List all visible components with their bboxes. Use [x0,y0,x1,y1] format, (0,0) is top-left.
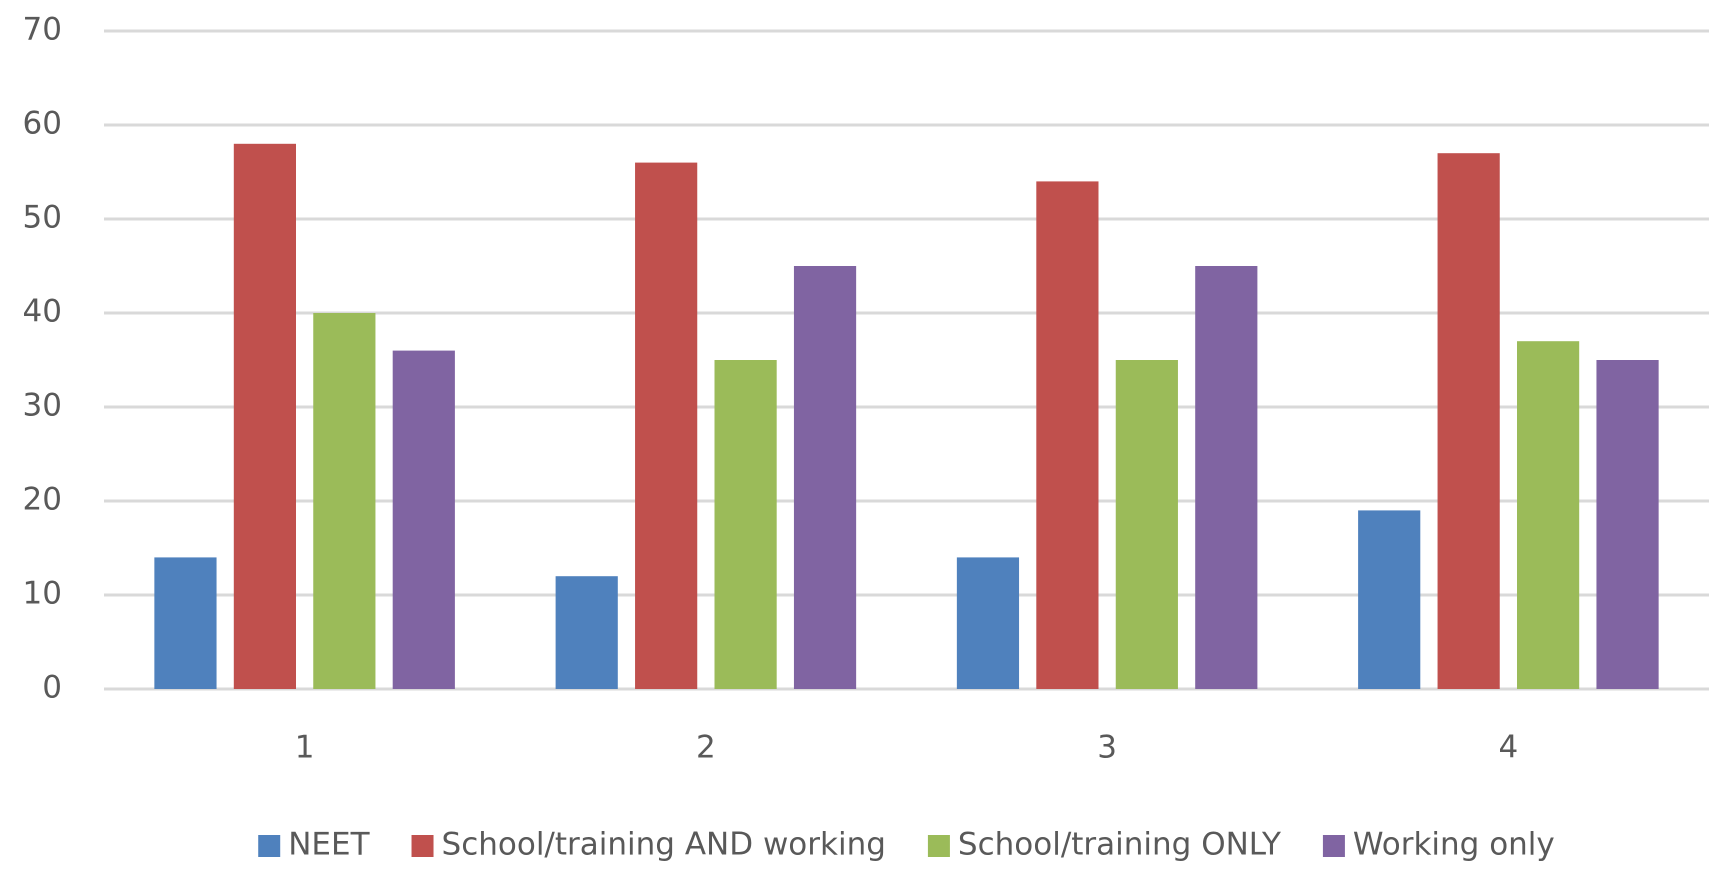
bar [154,557,217,689]
y-tick-label: 70 [23,12,62,48]
bar [1036,181,1099,689]
bar [714,360,777,689]
bar [1358,510,1421,689]
y-tick-label: 40 [23,294,62,330]
legend-swatch [1322,835,1345,857]
y-tick-label: 60 [23,106,62,142]
bar [313,313,376,689]
y-tick-label: 30 [23,388,62,424]
x-tick-label: 3 [1097,730,1117,766]
bar [635,162,698,690]
legend-label: NEET [288,827,370,863]
bar [1195,266,1258,689]
bar [555,576,618,689]
bar [1517,341,1580,689]
legend-label: School/training ONLY [958,827,1281,863]
legend-swatch [258,835,281,857]
x-tick-label: 1 [295,730,315,766]
y-tick-label: 50 [23,200,62,236]
y-tick-label: 0 [42,670,62,706]
y-tick-label: 10 [23,576,62,612]
bar [1437,153,1500,689]
x-tick-label: 2 [696,730,716,766]
bar [956,557,1020,689]
x-tick-label: 4 [1499,730,1519,766]
bar [392,350,455,689]
bar [233,143,296,690]
legend-label: Working only [1353,827,1555,863]
bar [793,266,857,689]
bar [1596,360,1659,689]
legend-swatch [411,835,434,857]
legend-swatch [927,835,950,857]
legend-label: School/training AND working [442,827,886,863]
bar [1115,360,1178,689]
y-tick-label: 20 [23,482,62,518]
